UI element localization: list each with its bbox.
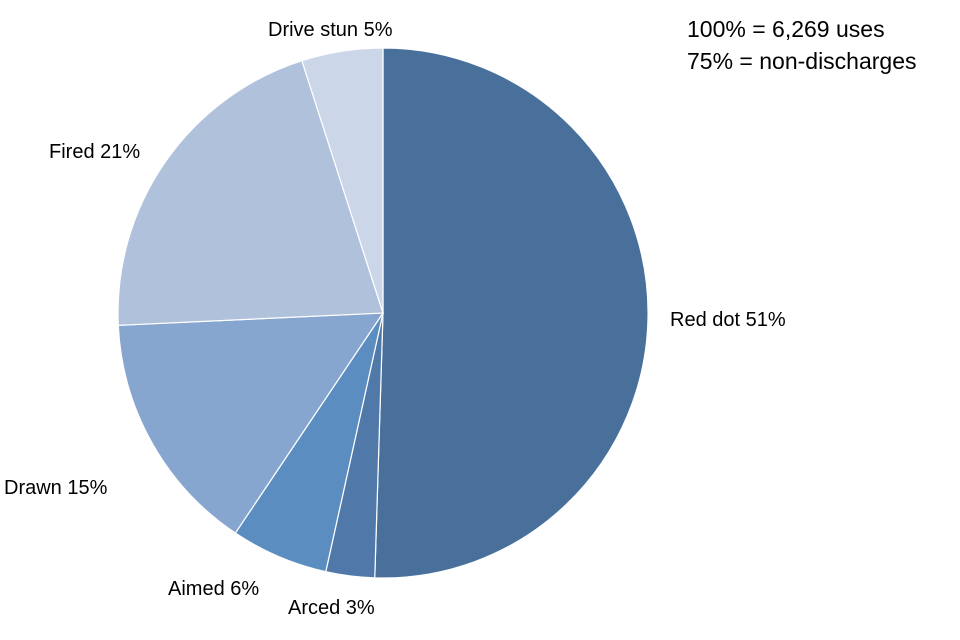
- pie-slice-drive-stun: [301, 47, 384, 314]
- pie-slice-red-dot: [374, 47, 649, 579]
- annotation-total-uses: 100% = 6,269 uses: [687, 16, 885, 42]
- pie-slice-drawn: [117, 312, 385, 534]
- slice-label-drawn: Drawn 15%: [4, 477, 108, 499]
- slice-label-arced: Arced 3%: [288, 597, 375, 619]
- slice-label-aimed: Aimed 6%: [168, 578, 259, 600]
- slice-label-drive-stun: Drive stun 5%: [268, 19, 393, 41]
- pie-slice-fired: [117, 59, 384, 326]
- annotation-non-discharges: 75% = non-discharges: [687, 48, 917, 74]
- pie-slices: [117, 47, 649, 579]
- pie-labels: Red dot 51% Arced 3% Aimed 6% Drawn 15% Fire…: [4, 19, 786, 619]
- slice-label-red-dot: Red dot 51%: [670, 309, 786, 331]
- slice-label-fired: Fired 21%: [49, 141, 140, 163]
